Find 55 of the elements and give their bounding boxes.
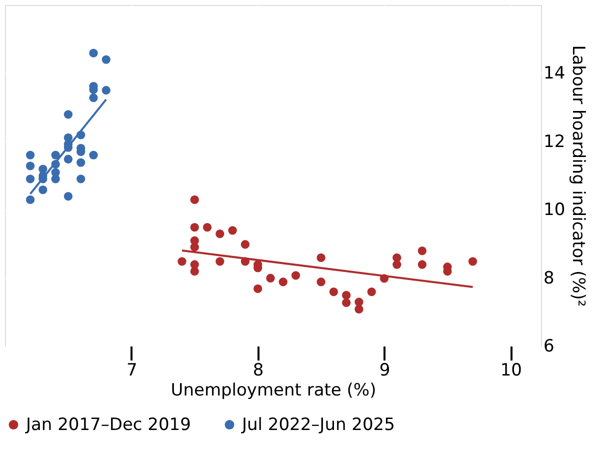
point	[216, 229, 224, 238]
x-tick-label: 9	[379, 360, 390, 380]
point	[342, 298, 351, 308]
x-tick-label: 10	[500, 360, 522, 380]
point	[202, 223, 212, 232]
point	[316, 278, 326, 286]
point	[266, 274, 275, 282]
point	[240, 240, 250, 249]
y-tick-label: 14	[544, 64, 566, 84]
point	[178, 257, 186, 266]
point	[26, 162, 35, 170]
point	[190, 195, 199, 204]
point	[26, 174, 35, 184]
x-axis-title: Unemployment rate (%)	[170, 380, 376, 400]
point	[418, 246, 426, 256]
point	[354, 304, 364, 314]
point	[64, 154, 73, 164]
legend-label: Jan 2017–Dec 2019	[25, 414, 191, 435]
point	[102, 86, 110, 95]
point	[51, 174, 60, 184]
point	[64, 110, 73, 119]
point	[392, 260, 402, 269]
point	[26, 150, 35, 160]
point	[89, 93, 98, 102]
point	[51, 150, 60, 160]
point	[64, 192, 73, 201]
point	[102, 55, 110, 64]
point	[89, 48, 98, 58]
point	[190, 242, 199, 252]
point	[316, 253, 326, 262]
point	[89, 150, 98, 160]
legend-label: Jul 2022–Jun 2025	[241, 414, 395, 435]
point	[190, 223, 199, 232]
point	[367, 287, 376, 296]
point	[254, 284, 262, 294]
point	[76, 174, 86, 184]
y-tick-label: 6	[544, 336, 554, 356]
x-tick-label: 7	[126, 360, 138, 380]
y-tick-label: 8	[544, 268, 554, 288]
point	[216, 257, 224, 266]
y-axis-title: Labour hoarding indicator (%)²	[568, 45, 588, 307]
point	[468, 257, 478, 266]
y-tick-label: 10	[544, 200, 566, 220]
point	[38, 186, 48, 194]
y-tick-label: 12	[544, 132, 566, 152]
point	[329, 287, 338, 296]
x-tick-label: 8	[252, 360, 264, 380]
point	[418, 260, 426, 269]
point	[26, 195, 35, 204]
point	[190, 267, 199, 276]
point	[228, 226, 237, 235]
point	[342, 290, 351, 300]
point	[76, 158, 86, 167]
point	[291, 271, 300, 280]
point	[278, 278, 288, 286]
